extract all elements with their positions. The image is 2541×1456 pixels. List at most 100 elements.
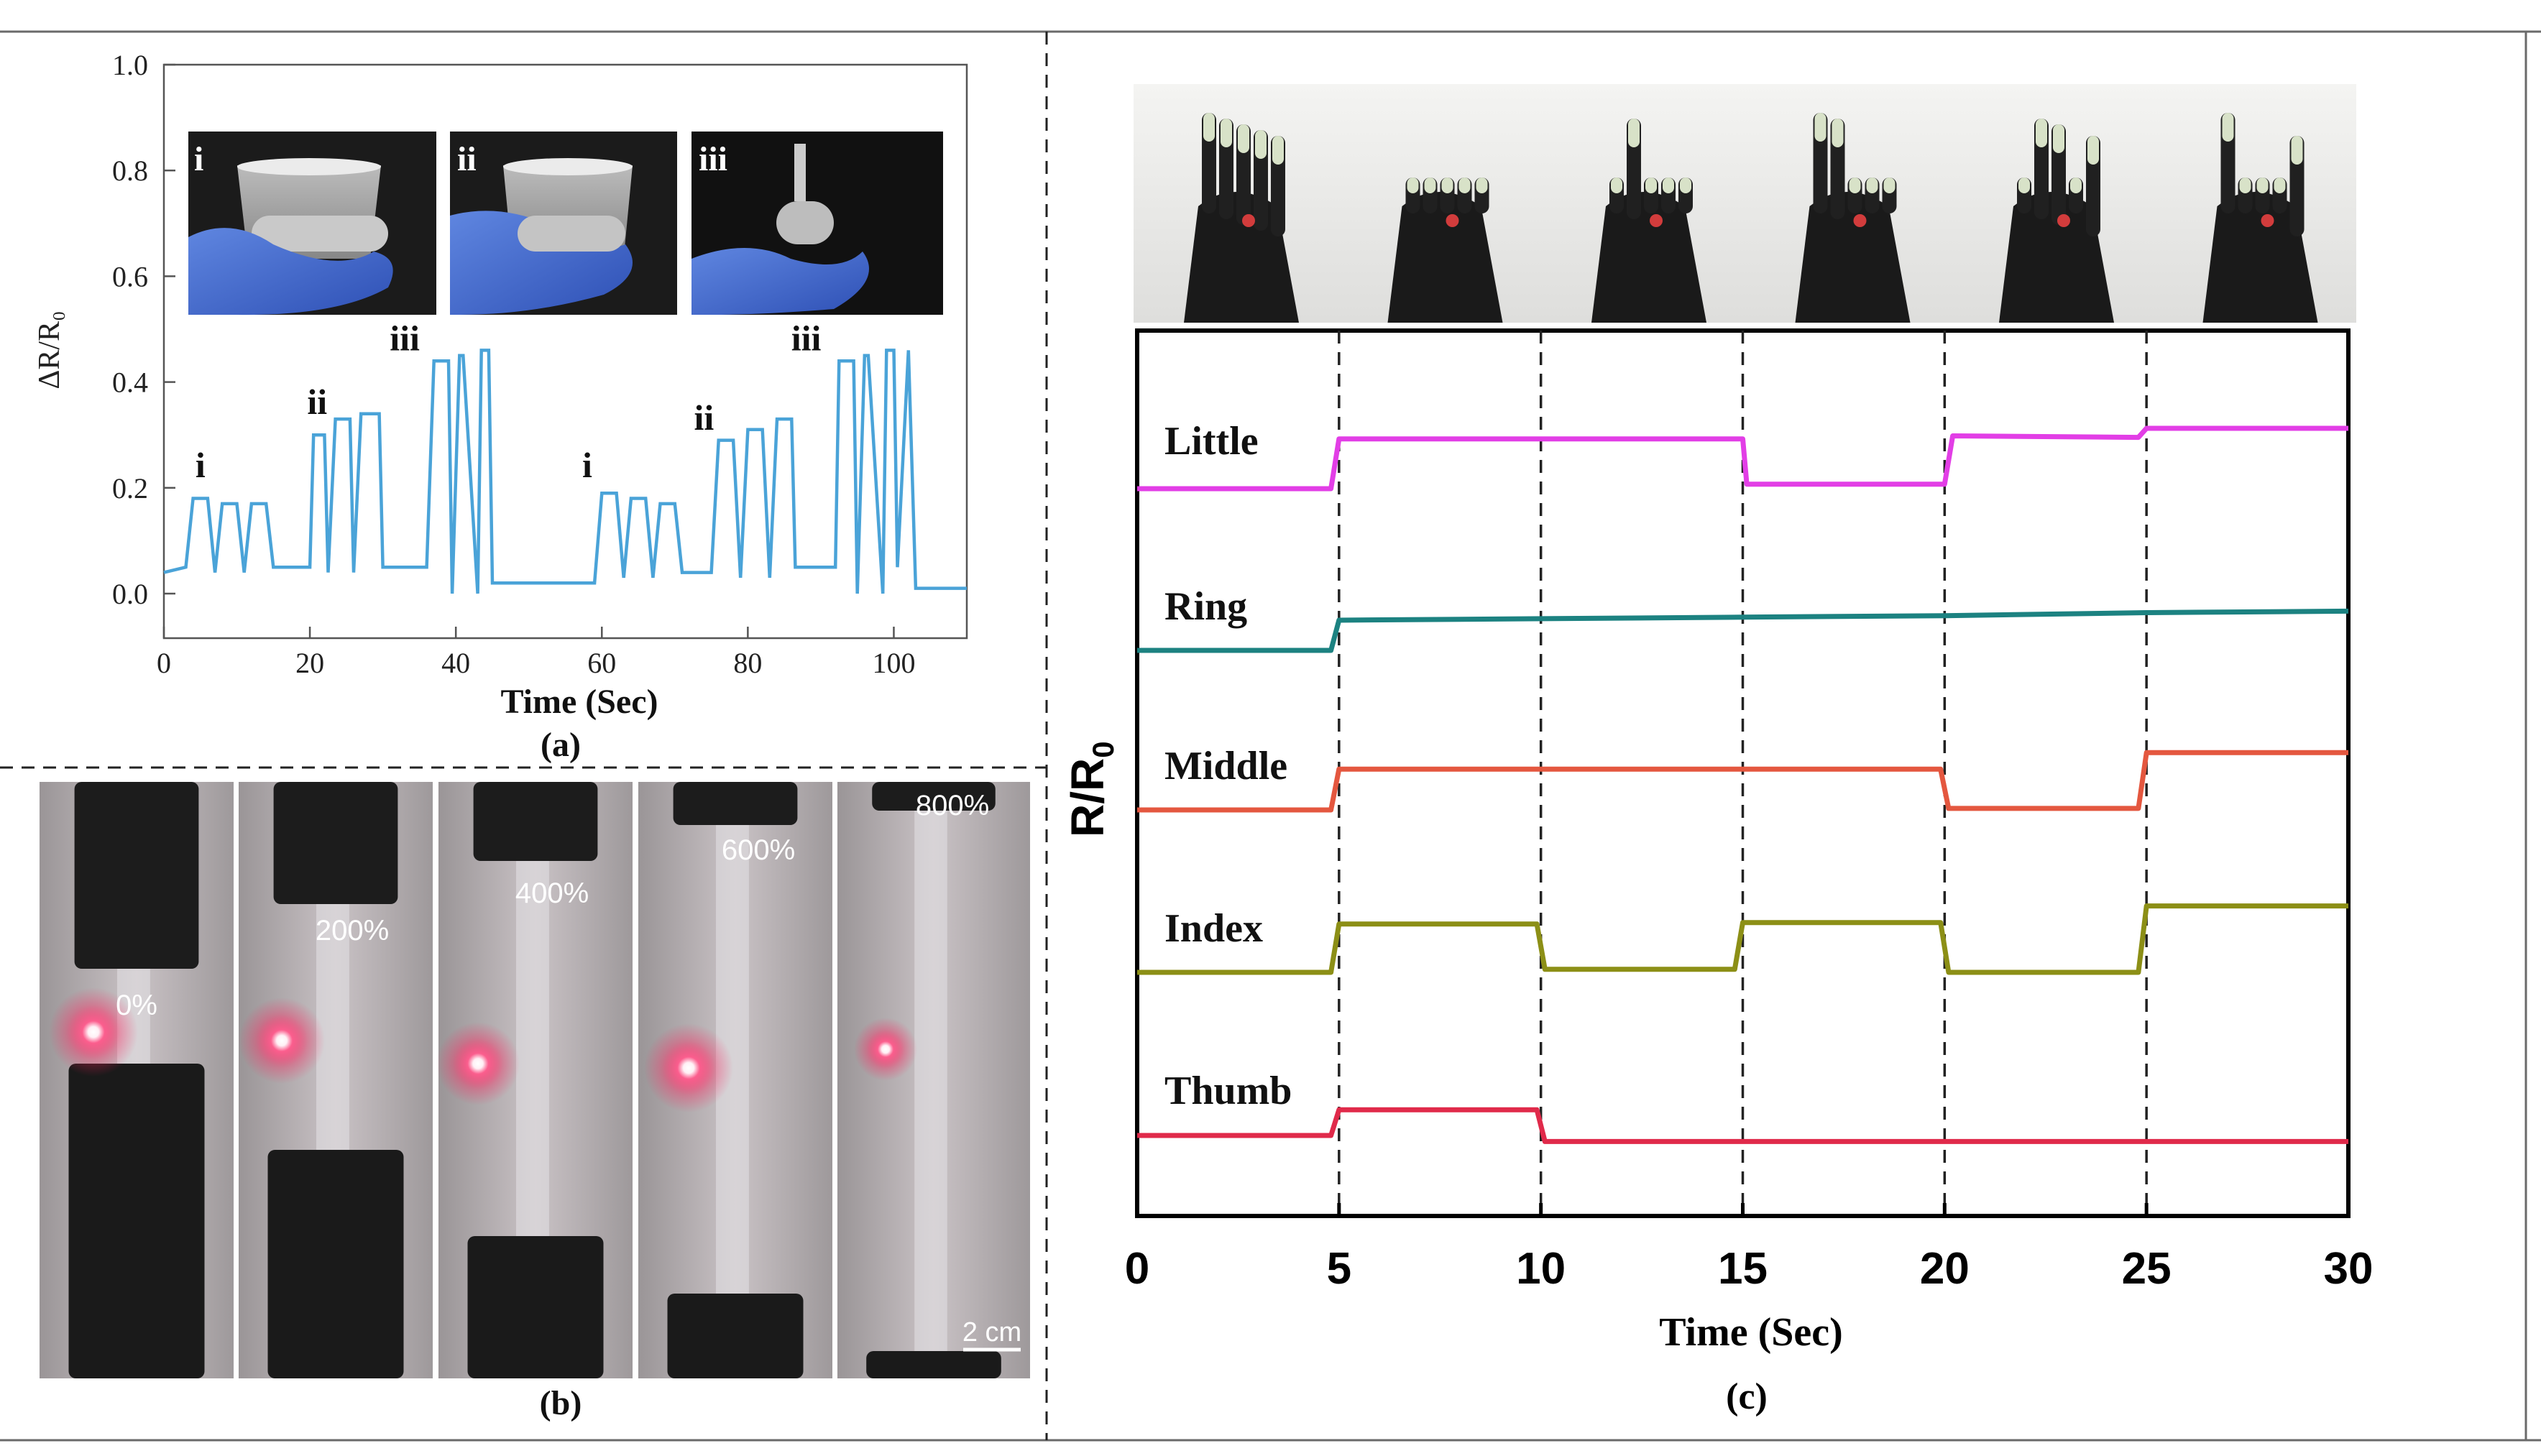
finger-sensor [2222, 113, 2234, 142]
c-x-tick-label: 30 [2324, 1244, 2374, 1294]
glove-led [1242, 214, 1255, 227]
led-glow [854, 1018, 917, 1081]
panel-a-caption: (a) [541, 726, 581, 764]
strain-label: 800% [916, 790, 989, 821]
a-annotation: i [582, 445, 592, 485]
series-line-little [1137, 425, 2348, 492]
glove-palm [1795, 192, 1911, 323]
scale-bar-label: 2 cm [962, 1317, 1021, 1347]
finger-sensor [2291, 136, 2303, 165]
series-label-index: Index [1164, 906, 1263, 951]
strain-photo: 0% [40, 782, 234, 1378]
panel-a-x-axis-label: Time (Sec) [500, 683, 658, 721]
upper-clamp [74, 782, 199, 969]
c-x-tick-label: 10 [1516, 1244, 1566, 1294]
led-glow [644, 1023, 733, 1112]
a-annotation: iii [390, 318, 420, 358]
finger-sensor [1424, 178, 1436, 193]
series-line-thumb [1137, 1107, 2348, 1144]
c-x-tick-label: 25 [2122, 1244, 2172, 1294]
c-x-tick-label: 20 [1920, 1244, 1970, 1294]
a-y-tick-label: 0.8 [112, 155, 148, 187]
photo-ii: ii [450, 132, 677, 315]
glove-palm [1184, 192, 1299, 323]
finger-sensor [1832, 119, 1844, 147]
finger-sensor [1628, 119, 1640, 147]
finger-sensor [1203, 113, 1215, 142]
photo-iii: iii [691, 132, 943, 315]
finger-sensor [1458, 178, 1471, 193]
upper-clamp [273, 782, 398, 904]
glove-palm [2202, 192, 2318, 323]
gesture-photo [1949, 84, 2153, 323]
led-glow [49, 987, 138, 1077]
a-x-tick-label: 80 [733, 647, 762, 679]
finger-sensor [1407, 178, 1419, 193]
a-y-tick-label: 0.2 [112, 472, 148, 504]
finger-sensor [1814, 113, 1827, 142]
gesture-photo [2152, 84, 2356, 323]
gesture-photo [1541, 84, 1745, 323]
panel-c-y-axis-label: R/R0 [1062, 741, 1120, 837]
finger-sensor [1272, 136, 1284, 165]
glove-led [1853, 214, 1867, 227]
photo-i: i [188, 132, 436, 315]
a-x-tick-label: 40 [441, 647, 470, 679]
finger-sensor [1238, 124, 1249, 153]
finger-sensor [1663, 178, 1674, 193]
a-x-tick-label: 0 [157, 647, 171, 679]
series-label-little: Little [1164, 419, 1259, 464]
finger-sensor [2256, 178, 2269, 193]
series-line-middle [1137, 750, 2348, 813]
led-glow [436, 1022, 520, 1105]
a-y-tick-label: 0.0 [112, 578, 148, 610]
panel-a-axes: 0 20 40 60 80 100 0.0 0.2 0.4 0.6 0.8 1.0 [112, 49, 915, 679]
finger-sensor [2274, 178, 2286, 193]
c-x-tick-label: 0 [1125, 1244, 1149, 1294]
lower-clamp [467, 1236, 604, 1378]
panel-a-y-axis-label: ΔR/R₀ [33, 310, 66, 389]
panel-b: 0% 200% 400% 600% 800% 2 cm (b) [37, 782, 1030, 1422]
strain-photo: 400% [436, 782, 633, 1378]
panel-b-caption: (b) [540, 1384, 582, 1422]
photo-ii-label: ii [457, 140, 477, 178]
series-line-ring [1137, 608, 2349, 653]
finger-sensor [1883, 178, 1896, 193]
strain-label: 400% [515, 877, 589, 909]
lower-clamp [267, 1150, 404, 1378]
upper-clamp [673, 782, 798, 825]
gesture-photo [1134, 84, 1338, 323]
photo-i-label: i [194, 140, 203, 178]
finger-sensor [2018, 178, 2030, 193]
finger-sensor [1221, 119, 1232, 147]
upper-clamp [872, 782, 996, 811]
finger-sensor [2053, 124, 2064, 153]
panel-a-response-line [163, 349, 967, 594]
finger-sensor [2070, 178, 2082, 193]
strain-photo: 800% [837, 782, 1030, 1378]
glove-palm [1999, 192, 2114, 323]
strain-label: 200% [316, 915, 389, 946]
a-y-tick-label: 1.0 [112, 49, 148, 81]
finger-sensor [1255, 130, 1267, 159]
finger-sensor [2036, 119, 2047, 147]
finger-sensor [1680, 178, 1691, 193]
panel-c-series: Little Ring Middle Index Thumb [1137, 419, 2349, 1144]
finger-sensor [1476, 178, 1488, 193]
a-annotation: ii [694, 397, 714, 438]
lower-clamp [667, 1294, 804, 1378]
a-annotation: iii [791, 318, 822, 358]
panel-c-x-axis-label: Time (Sec) [1659, 1310, 1843, 1355]
a-x-tick-label: 100 [872, 647, 915, 679]
panel-b-photo-strip: 0% 200% 400% 600% 800% 2 cm [40, 782, 1030, 1378]
gesture-photo [1337, 84, 1541, 323]
glove-palm [1591, 192, 1706, 323]
panel-a-plot-frame [162, 63, 968, 640]
figure-frame [0, 30, 2541, 1442]
a-annotation: ii [307, 382, 327, 422]
panel-c-axes: 0 5 10 15 20 25 30 [1125, 1203, 2374, 1294]
